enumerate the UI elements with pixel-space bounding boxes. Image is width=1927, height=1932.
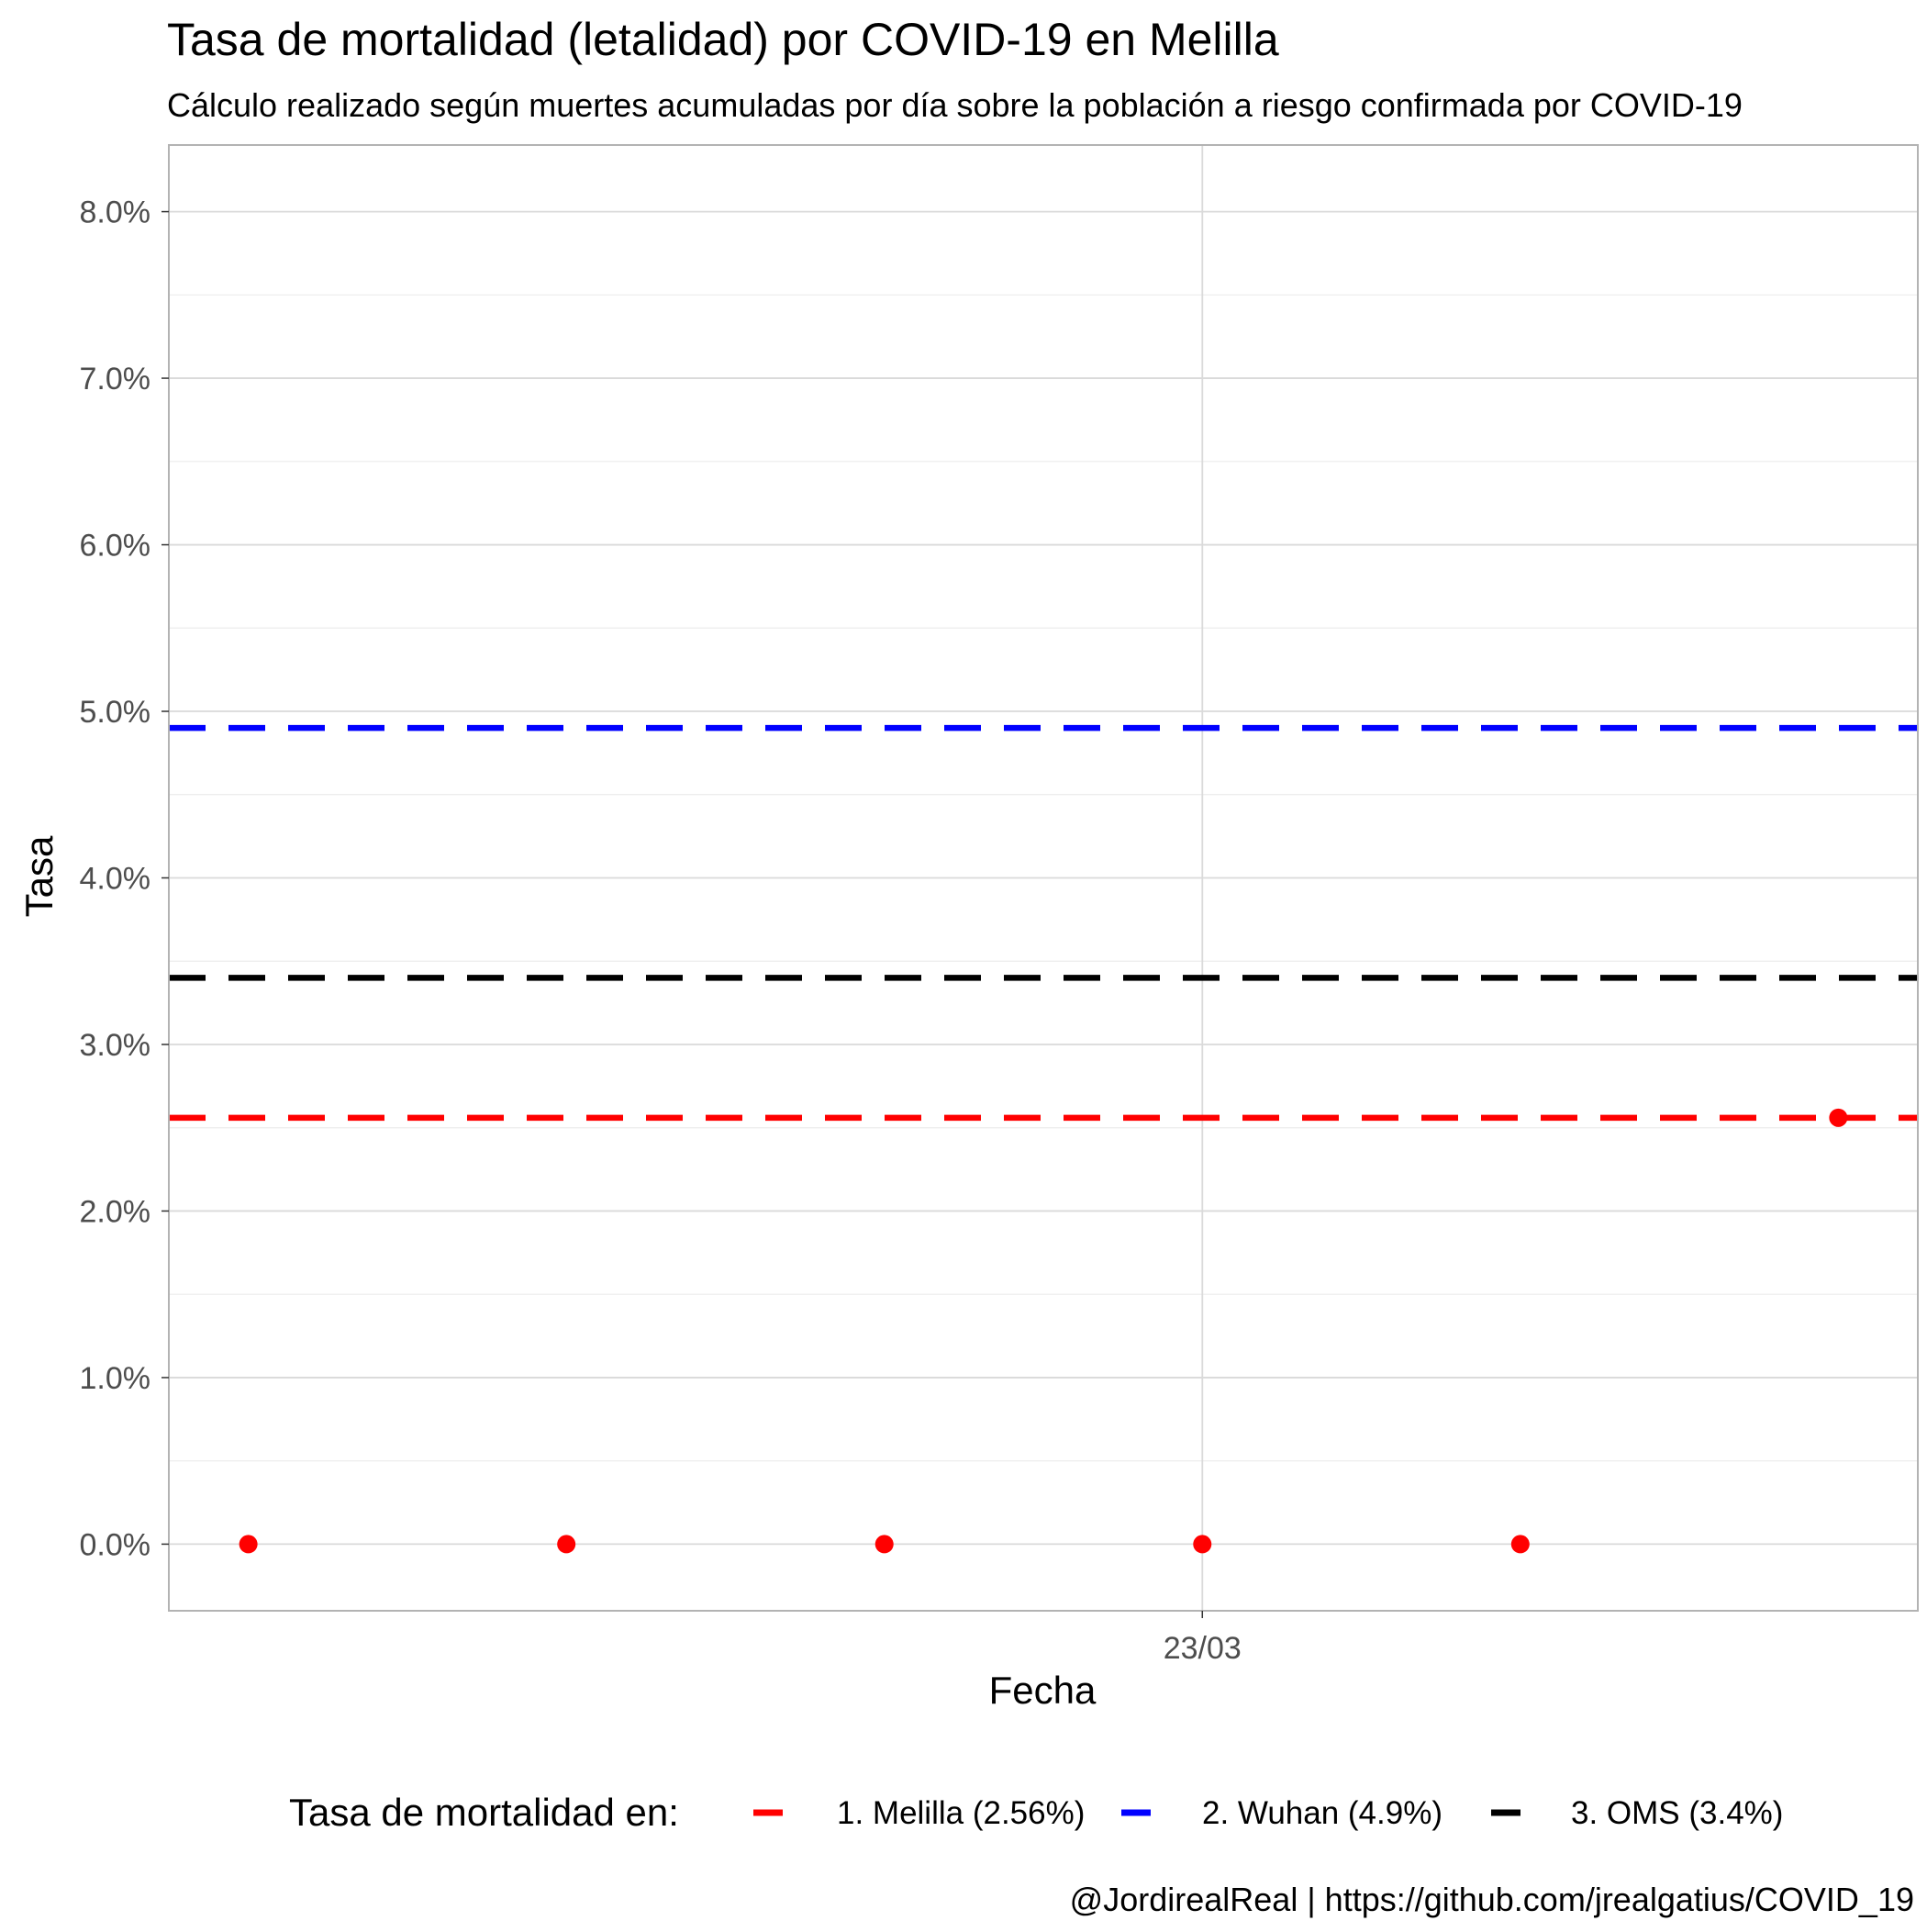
x-axis: 23/03 bbox=[1164, 1611, 1242, 1666]
y-tick-label: 8.0% bbox=[80, 195, 151, 230]
y-tick-label: 3.0% bbox=[80, 1028, 151, 1063]
data-point bbox=[1510, 1535, 1530, 1554]
y-tick-label: 7.0% bbox=[80, 362, 151, 396]
data-point bbox=[1193, 1535, 1212, 1554]
legend: Tasa de mortalidad en: 1. Melilla (2.56%)… bbox=[289, 1791, 1783, 1834]
legend-label: 3. OMS (3.4%) bbox=[1571, 1795, 1783, 1831]
x-axis-label: Fecha bbox=[989, 1669, 1097, 1712]
chart-title: Tasa de mortalidad (letalidad) por COVID… bbox=[167, 14, 1279, 65]
plot-panel bbox=[168, 144, 1919, 1612]
x-tick-label: 23/03 bbox=[1164, 1631, 1242, 1666]
legend-title: Tasa de mortalidad en: bbox=[289, 1791, 679, 1834]
legend-label: 1. Melilla (2.56%) bbox=[837, 1795, 1085, 1831]
y-axis-label: Tasa bbox=[17, 835, 61, 917]
y-tick-label: 5.0% bbox=[80, 695, 151, 730]
y-axis: 0.0% 1.0% 2.0% 3.0% 4.0% 5.0% 6.0% 7.0% 8.0% bbox=[80, 195, 169, 1562]
legend-label: 2. Wuhan (4.9%) bbox=[1202, 1795, 1442, 1831]
y-tick-label: 2.0% bbox=[80, 1194, 151, 1229]
data-point bbox=[1829, 1108, 1848, 1127]
y-tick-label: 0.0% bbox=[80, 1527, 151, 1562]
y-tick-label: 6.0% bbox=[80, 529, 151, 564]
data-point bbox=[874, 1535, 894, 1554]
y-tick-label: 1.0% bbox=[80, 1361, 151, 1396]
chart-subtitle: Cálculo realizado según muertes acumulad… bbox=[167, 86, 1743, 124]
data-point bbox=[239, 1535, 258, 1554]
chart-caption: @JordirealReal | https://github.com/jrea… bbox=[1070, 1881, 1914, 1918]
data-point bbox=[557, 1535, 576, 1554]
y-tick-label: 4.0% bbox=[80, 862, 151, 897]
